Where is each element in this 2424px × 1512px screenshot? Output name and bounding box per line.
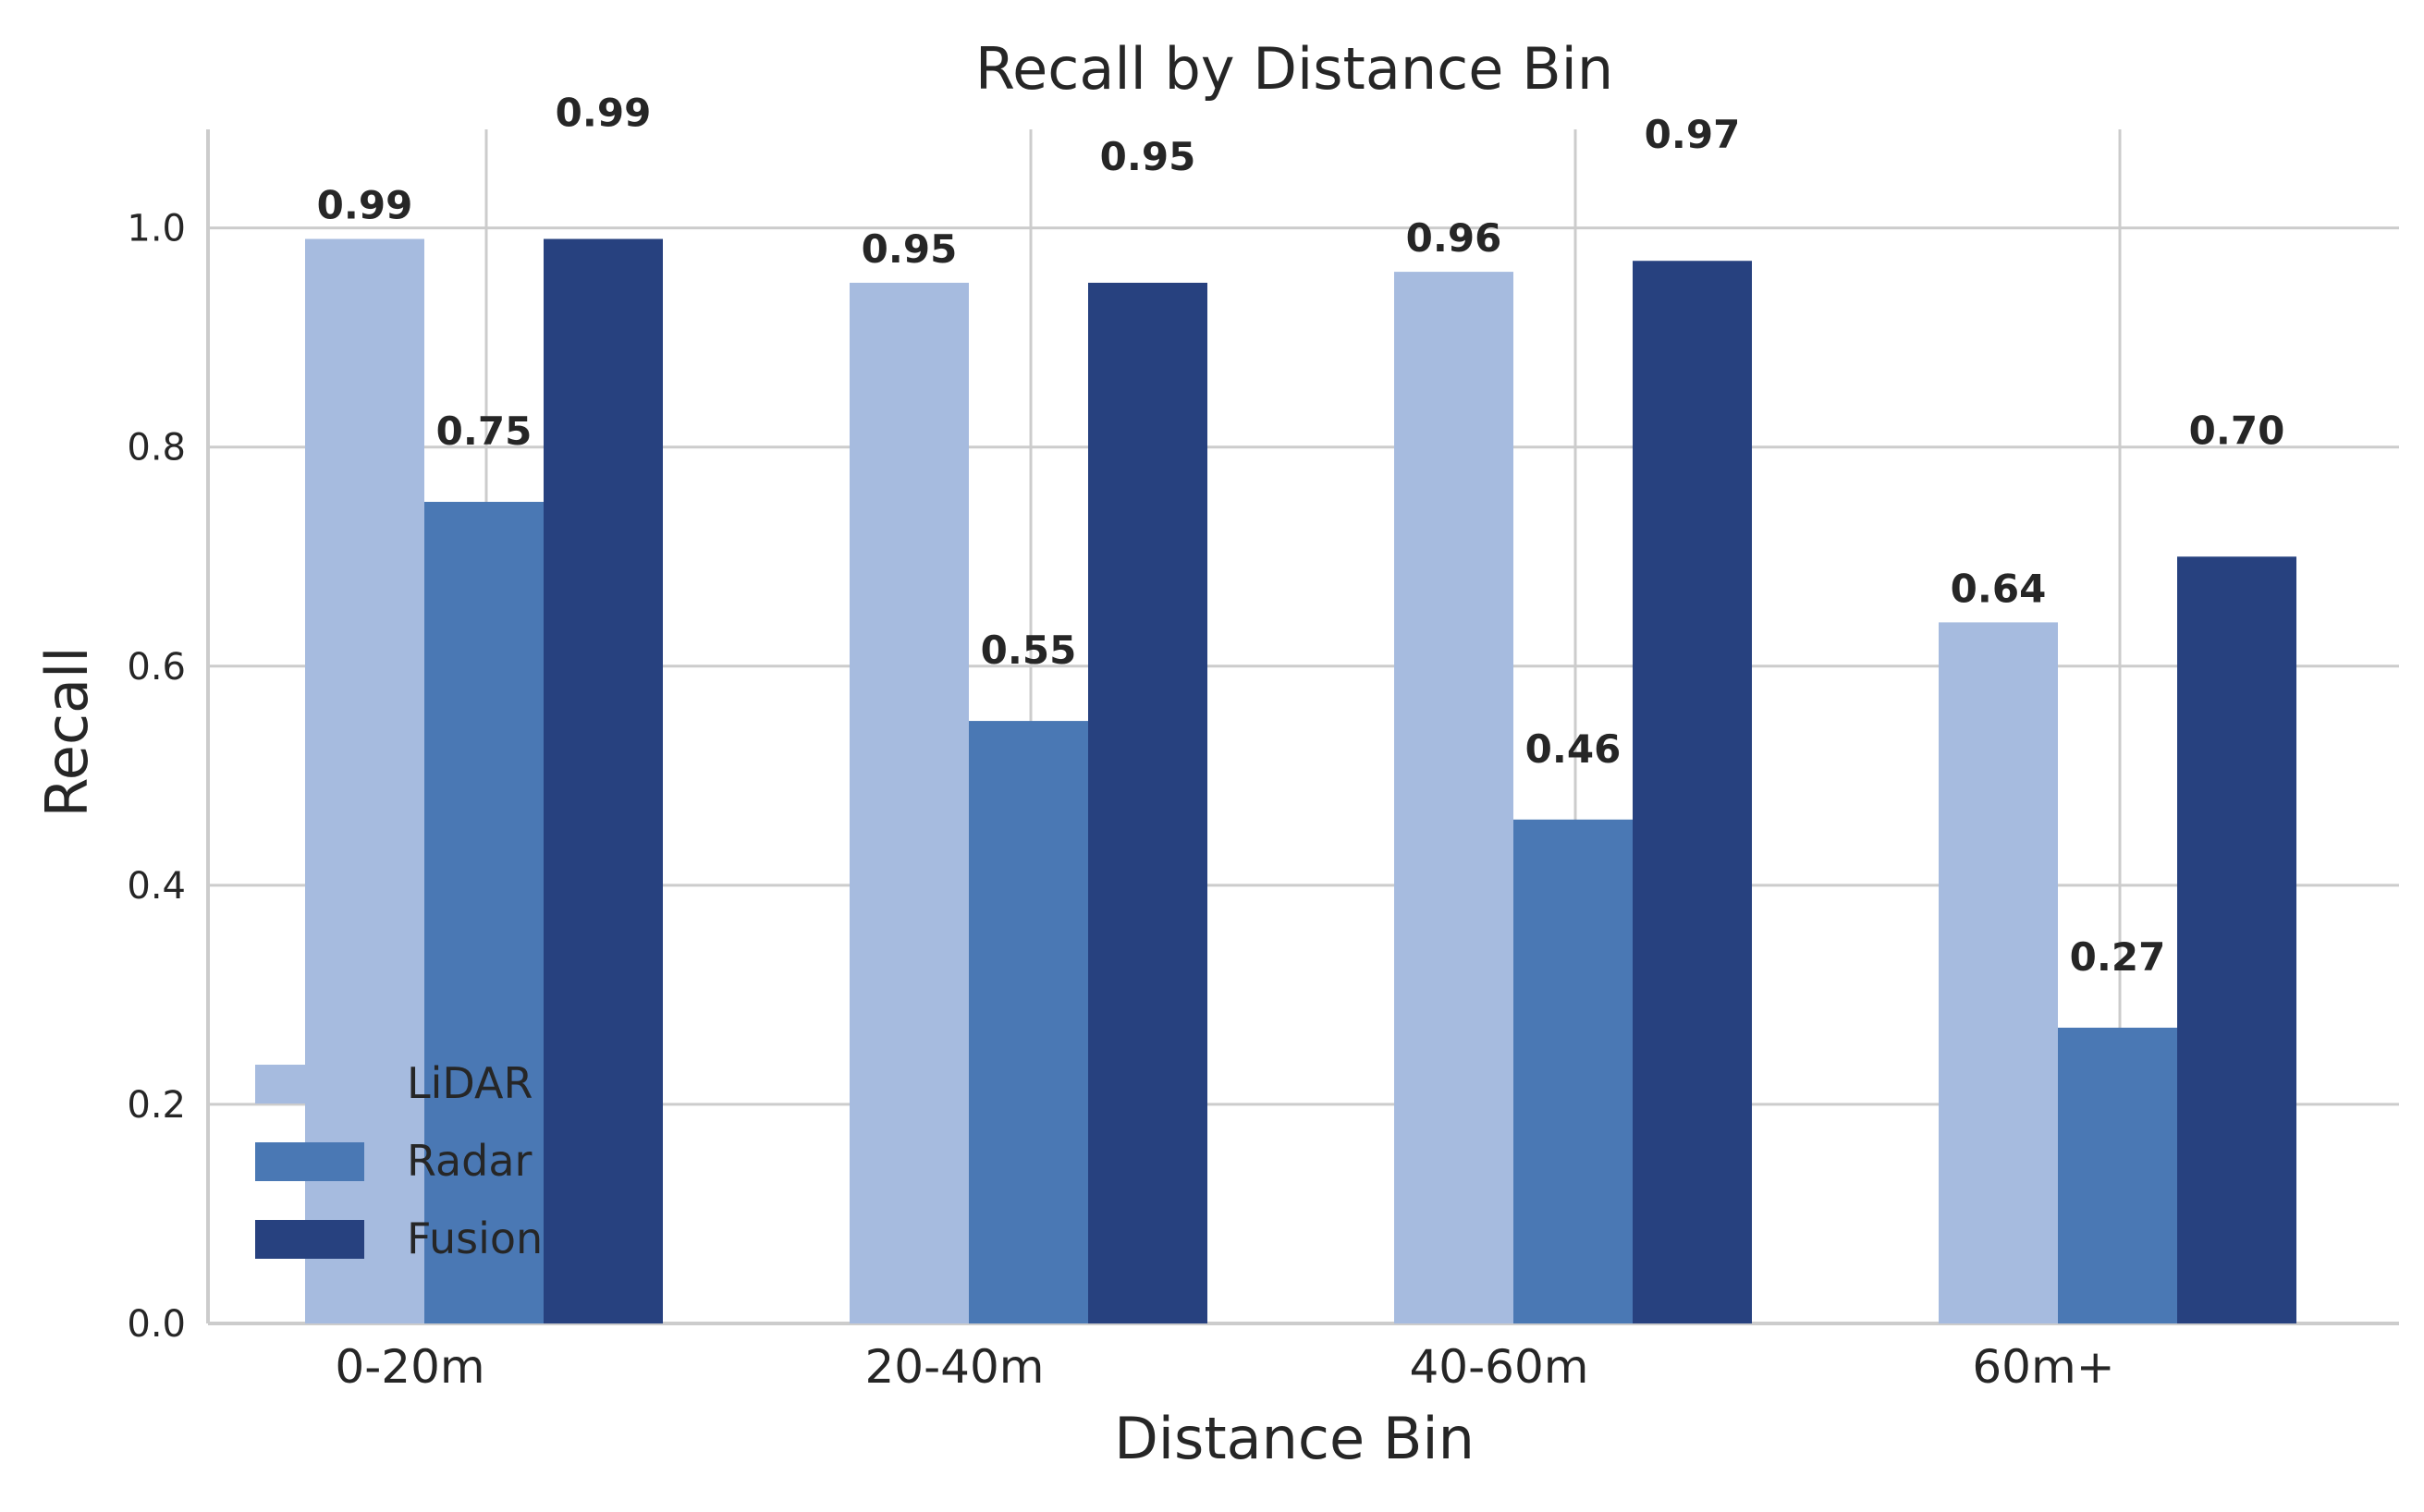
x-axis-label: Distance Bin bbox=[1114, 1405, 1475, 1472]
data-label: 0.95 bbox=[1100, 134, 1196, 179]
bar-radar-0-20m bbox=[424, 502, 544, 1323]
data-label: 0.95 bbox=[862, 226, 958, 272]
bars bbox=[305, 238, 2296, 1323]
data-label: 0.96 bbox=[1406, 215, 1502, 261]
bar-fusion-20-40m bbox=[1088, 282, 1207, 1323]
y-tick-label: 0.2 bbox=[127, 1084, 186, 1127]
legend-label-fusion: Fusion bbox=[407, 1213, 543, 1263]
legend: LiDAR Radar Fusion bbox=[255, 1058, 543, 1263]
bar-lidar-20-40m bbox=[850, 282, 969, 1323]
data-label: 0.99 bbox=[317, 183, 413, 228]
bar-lidar-60m+ bbox=[1939, 622, 2058, 1323]
bar-radar-60m+ bbox=[2058, 1027, 2177, 1323]
data-label: 0.70 bbox=[2189, 408, 2285, 453]
y-tick-label: 0.6 bbox=[127, 646, 186, 689]
legend-label-radar: Radar bbox=[407, 1136, 533, 1186]
bar-radar-40-60m bbox=[1513, 819, 1633, 1323]
legend-swatch-radar bbox=[255, 1142, 364, 1181]
data-label: 0.64 bbox=[1951, 566, 2047, 611]
bar-lidar-40-60m bbox=[1394, 272, 1513, 1323]
x-tick-label: 60m+ bbox=[1972, 1340, 2114, 1394]
y-axis-label: Recall bbox=[33, 647, 101, 818]
x-tick-label: 20-40m bbox=[865, 1340, 1045, 1394]
y-tick-label: 1.0 bbox=[127, 208, 186, 250]
legend-swatch-fusion bbox=[255, 1220, 364, 1259]
legend-label-lidar: LiDAR bbox=[407, 1058, 533, 1108]
chart-title: Recall by Distance Bin bbox=[975, 35, 1613, 103]
data-labels: 0.99 0.95 0.96 0.64 0.75 0.55 0.46 0.27 0.99 0.95… bbox=[317, 91, 2285, 980]
data-label: 0.97 bbox=[1645, 112, 1741, 157]
data-label: 0.55 bbox=[981, 628, 1077, 673]
bar-fusion-0-20m bbox=[544, 238, 663, 1323]
bar-fusion-40-60m bbox=[1633, 261, 1752, 1323]
y-tick-label: 0.8 bbox=[127, 427, 186, 469]
bar-radar-20-40m bbox=[969, 721, 1088, 1323]
y-axis-ticks: 0.0 0.2 0.4 0.6 0.8 1.0 bbox=[127, 208, 186, 1346]
y-tick-label: 0.0 bbox=[127, 1303, 186, 1346]
bar-fusion-60m+ bbox=[2177, 556, 2296, 1323]
x-axis-ticks: 0-20m 20-40m 40-60m 60m+ bbox=[335, 1340, 2114, 1394]
x-tick-label: 40-60m bbox=[1410, 1340, 1589, 1394]
y-tick-label: 0.4 bbox=[127, 865, 186, 908]
x-tick-label: 0-20m bbox=[335, 1340, 484, 1394]
legend-swatch-lidar bbox=[255, 1065, 364, 1104]
data-label: 0.27 bbox=[2070, 934, 2166, 980]
data-label: 0.75 bbox=[436, 408, 533, 454]
data-label: 0.46 bbox=[1525, 726, 1622, 772]
data-label: 0.99 bbox=[556, 91, 652, 136]
